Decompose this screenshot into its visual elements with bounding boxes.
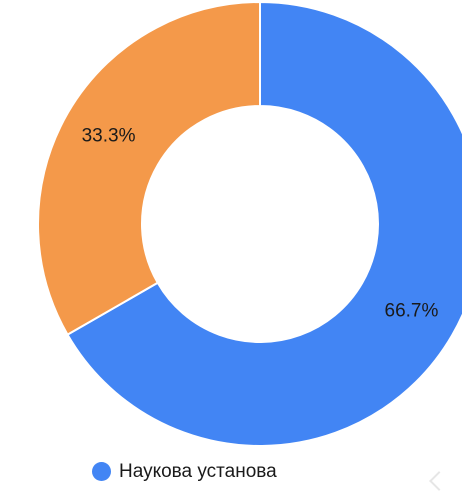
legend: Наукова установа	[92, 462, 277, 481]
slice-label-0: 66.7%	[385, 301, 439, 322]
donut-slice-1	[37, 0, 261, 336]
donut-slice-0	[66, 0, 462, 447]
legend-label: Наукова установа	[119, 461, 277, 482]
slice-label-1: 33.3%	[82, 125, 136, 146]
legend-swatch	[92, 462, 111, 481]
